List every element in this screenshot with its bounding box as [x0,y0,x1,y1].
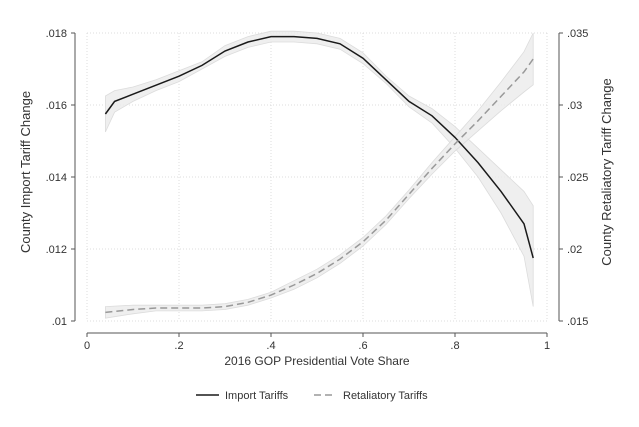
axes: 0 .2 .4 .6 .8 1 .01 .012 .014 .016 .018 .015 .02 .025… [46,28,589,352]
x-tick-label: .6 [358,340,367,352]
confidence-bands [105,30,534,319]
y-tick-label-right: .02 [567,244,582,256]
series-line-retaliatory [105,58,534,314]
x-tick-label: 0 [84,340,90,352]
y-axis-label-left: County Import Tariff Change [18,91,33,253]
y-tick-label-left: .014 [46,172,67,184]
x-tick-label: .2 [174,340,183,352]
y-tick-label-left: .012 [46,244,67,256]
legend-label-import: Import Tariffs [225,390,289,402]
x-tick-label: 1 [544,340,550,352]
legend: Import Tariffs Retaliatory Tariffs [196,390,428,402]
series-lines [104,35,534,314]
ci-band-retaliatory [105,32,534,319]
series-line-import [104,35,534,259]
y-tick-label-left: .018 [46,28,67,40]
ci-band-import [105,30,534,307]
y-tick-label-right: .035 [567,28,588,40]
x-tick-label: .8 [450,340,459,352]
y-tick-label-right: .025 [567,172,588,184]
x-tick-label: .4 [266,340,275,352]
y-tick-label-left: .016 [46,100,67,112]
y-tick-label-right: .015 [567,316,588,328]
x-axis-label: 2016 GOP Presidential Vote Share [224,354,410,368]
y-tick-label-left: .01 [52,316,67,328]
legend-label-retaliatory: Retaliatory Tariffs [343,390,428,402]
y-tick-label-right: .03 [567,100,582,112]
y-axis-label-right: County Retaliatory Tariff Change [599,78,614,265]
